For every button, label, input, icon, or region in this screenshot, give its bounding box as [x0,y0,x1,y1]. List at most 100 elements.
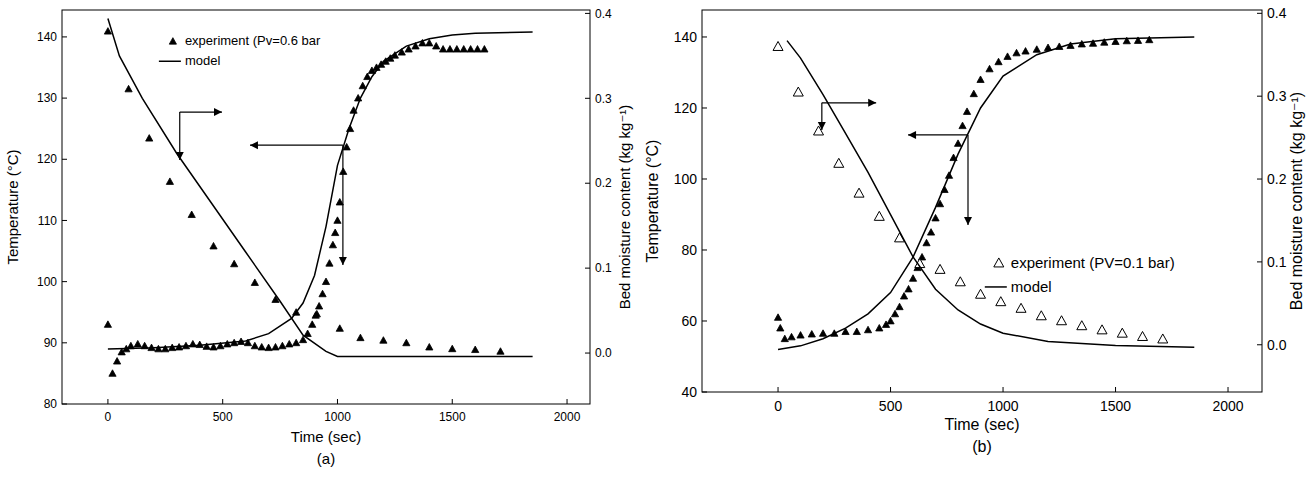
marker [955,277,965,286]
marker [1117,328,1127,337]
marker [104,321,111,327]
x-tick [567,399,568,404]
marker [932,214,939,220]
marker [474,46,481,52]
marker [293,339,300,345]
y2-tick [585,353,590,354]
marker [977,76,984,82]
y-tick-label: 120 [674,100,698,116]
x-axis-label: Time (sec) [945,416,1020,433]
marker [923,239,930,245]
y2-tick-label: 0.4 [595,7,612,21]
series-line [787,41,1194,348]
marker [336,199,343,205]
axis-arrows [176,108,347,265]
marker [1044,44,1051,50]
marker [1158,334,1168,343]
marker [251,342,258,348]
marker [854,188,864,197]
marker [927,229,934,235]
arrow-head [214,108,222,116]
y-tick [62,159,67,160]
arrow-head [339,257,347,265]
x-tick [107,399,108,404]
y2-tick-label: 0.2 [1267,171,1287,187]
y2-tick-label: 0.1 [1267,254,1287,270]
marker [134,340,141,346]
y2-tick-label: 0.0 [1267,337,1287,353]
marker [1097,325,1107,334]
marker [286,340,293,346]
marker [357,334,364,340]
arrow-head [964,217,972,225]
marker [986,65,993,71]
marker [887,317,894,323]
x-tick [222,399,223,404]
y-tick [62,281,67,282]
marker [773,41,783,50]
x-tick-label: 2000 [554,410,581,424]
legend-swatch [159,61,181,63]
marker [258,344,265,350]
y-tick-label: 120 [37,152,57,166]
arrow-head [250,141,258,149]
arrow-line [908,134,968,135]
x-tick-label: 1500 [439,410,466,424]
series-line [778,37,1194,349]
y2-tick [1257,179,1262,180]
legend: experiment (PV=0.1 bar)model [985,254,1175,295]
marker [329,241,336,247]
marker [188,211,195,217]
legend-label: experiment (PV=0.1 bar) [1011,254,1175,271]
marker [146,135,153,141]
x-tick-label: 0 [105,410,112,424]
y2-tick-label: 0.3 [1267,88,1287,104]
x-tick [890,387,891,392]
x-tick-label: 2000 [1212,398,1243,414]
marker [113,358,120,364]
marker [453,46,460,52]
marker [963,108,970,114]
marker [313,310,320,316]
y2-tick-label: 0.4 [1267,5,1287,21]
y-tick-label: 130 [37,91,57,105]
marker [210,242,217,248]
marker [426,344,433,350]
marker [808,331,815,337]
y-tick [702,107,707,108]
marker [326,260,333,266]
arrow-head [818,122,826,130]
y2-tick-label: 0.1 [595,261,612,275]
marker [995,58,1002,64]
marker [970,90,977,96]
marker [1077,321,1087,330]
y-tick [62,36,67,37]
y2-tick [1257,344,1262,345]
marker [797,332,804,338]
marker [1013,49,1020,55]
x-tick [1003,387,1004,392]
marker [279,342,286,348]
x-tick [778,387,779,392]
marker [777,324,784,330]
arrow-line [822,102,876,103]
marker [332,229,339,235]
y2-tick [1257,96,1262,97]
marker [231,260,238,266]
y-tick [62,98,67,99]
plot-frame [62,10,590,404]
panel-title: (b) [972,438,992,455]
y-tick [702,249,707,250]
marker [433,42,440,48]
marker [403,339,410,345]
y2-tick-label: 0.0 [595,346,612,360]
arrow-line [342,145,343,265]
marker [1138,331,1148,340]
marker [426,39,433,45]
marker [481,46,488,52]
marker [446,46,453,52]
marker [1004,53,1011,59]
y-tick-label: 80 [681,242,697,258]
marker [976,289,986,298]
marker [996,297,1006,306]
